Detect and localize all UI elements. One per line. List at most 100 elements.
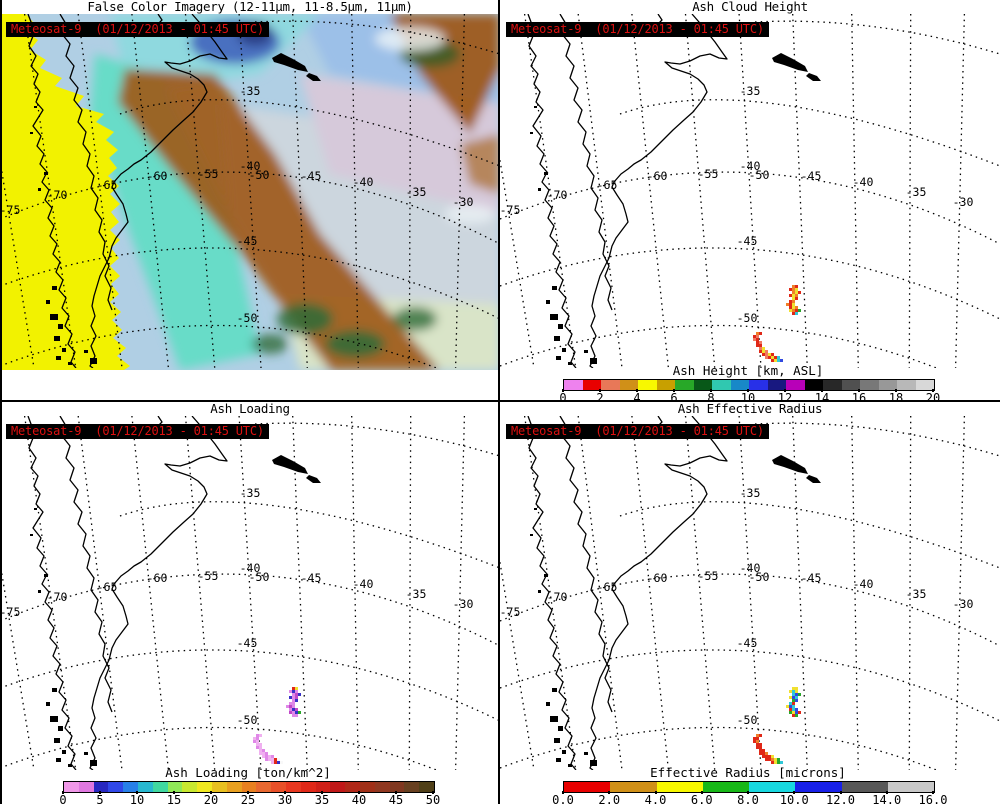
- colorbar-segment: [419, 782, 434, 792]
- colorbar-segment: [610, 782, 657, 792]
- colorbar-segment: [786, 380, 805, 390]
- ash-retrieval-pixel: [756, 341, 759, 344]
- ash-retrieval-pixel: [795, 708, 798, 711]
- ash-retrieval-pixel: [765, 755, 768, 758]
- ash-retrieval-pixel: [292, 693, 295, 696]
- ash-retrieval-pixel: [262, 755, 265, 758]
- graticule-meridian: [0, 156, 35, 368]
- graticule-meridian: [77, 416, 123, 770]
- colorbar-tick-label: 4: [633, 391, 641, 402]
- coastline: [59, 416, 113, 713]
- island: [556, 356, 561, 360]
- graticule-meridian: [184, 14, 216, 368]
- colorbar-tick-mark: [710, 389, 712, 392]
- ash-retrieval-pixel: [795, 294, 798, 297]
- ash-retrieval-pixel: [295, 699, 298, 702]
- ash-retrieval-pixel: [268, 758, 271, 761]
- graticule-parallel: [500, 649, 1000, 722]
- longitude-label: -45: [301, 169, 322, 183]
- ash-retrieval-pixel: [277, 761, 280, 764]
- coastline: [589, 14, 728, 368]
- longitude-label: -50: [249, 168, 270, 182]
- colorbar-segment: [64, 782, 79, 792]
- island: [30, 132, 33, 134]
- ash-retrieval-pixel: [292, 687, 295, 690]
- colorbar-tick-label: 8.0: [737, 793, 759, 804]
- colorbar-tick-mark: [784, 389, 786, 392]
- colorbar-segment: [564, 380, 583, 390]
- graticule-meridian: [954, 416, 966, 770]
- graticule-parallel: [119, 99, 500, 167]
- coastline: [525, 14, 577, 368]
- longitude-label: -35: [906, 185, 927, 199]
- island: [84, 752, 88, 755]
- coastline: [25, 14, 77, 368]
- ash-retrieval-pixel: [756, 734, 759, 737]
- ash-retrieval-pixel: [292, 699, 295, 702]
- ash-retrieval-pixel: [289, 708, 292, 711]
- ash-retrieval-pixel: [253, 740, 256, 743]
- colorbar-tick-mark: [885, 791, 888, 794]
- island: [30, 534, 33, 536]
- ash-retrieval-pixel: [777, 359, 780, 362]
- colorbar-tick-label: 2.0: [598, 793, 621, 804]
- island: [558, 324, 563, 329]
- graticule-meridian: [577, 416, 623, 770]
- colorbar-tick-label: 35: [314, 793, 330, 804]
- ash-retrieval-pixel: [759, 332, 762, 335]
- colorbar-tick-label: 16: [851, 391, 867, 402]
- ash-retrieval-pixel: [756, 338, 759, 341]
- ash-retrieval-pixel: [792, 297, 795, 300]
- island: [34, 508, 37, 510]
- latitude-label: -50: [737, 713, 758, 727]
- graticule-parallel: [500, 726, 939, 770]
- longitude-label: -40: [853, 577, 874, 591]
- coastline: [559, 14, 613, 311]
- colorbar-tick-mark: [62, 791, 64, 794]
- ash-retrieval-pixel: [792, 285, 795, 288]
- ash-retrieval-pixel: [792, 309, 795, 312]
- ash-retrieval-pixel: [295, 693, 298, 696]
- colorbar-label: Effective Radius [microns]: [650, 765, 846, 780]
- graticule-meridian: [792, 416, 808, 770]
- graticule-meridian: [184, 416, 216, 770]
- island: [556, 758, 561, 762]
- colorbar-segment: [226, 782, 242, 792]
- longitude-label: -30: [953, 195, 974, 209]
- colorbar-tick-mark: [173, 791, 175, 794]
- ash-retrieval-pixel: [789, 300, 792, 303]
- coastline: [589, 416, 728, 770]
- ash-retrieval-pixel: [292, 702, 295, 705]
- ash-retrieval-pixel: [789, 294, 792, 297]
- ash-retrieval-pixel: [289, 711, 292, 714]
- ash-retrieval-pixel: [774, 761, 777, 764]
- island: [46, 300, 50, 304]
- clear-sky-yellow-band: [0, 14, 130, 370]
- colorbar-tick-mark: [793, 791, 796, 794]
- ash-retrieval-pixel: [774, 359, 777, 362]
- ash-retrieval-pixel: [759, 752, 762, 755]
- ash-retrieval-pixel: [789, 705, 792, 708]
- ash-retrieval-pixel: [759, 743, 762, 746]
- ash-retrieval-pixel: [762, 755, 765, 758]
- island: [52, 688, 57, 692]
- colorbar-segment: [330, 782, 346, 792]
- colorbar-tick-label: 2: [596, 391, 604, 402]
- longitude-label: -55: [198, 167, 219, 181]
- ash-retrieval-pixel: [295, 714, 298, 717]
- colorbar-tick-label: 10.0: [779, 793, 809, 804]
- colorbar-tick-label: 45: [388, 793, 404, 804]
- ash-retrieval-pixel: [765, 356, 768, 359]
- map-ash-loading: -35 -40 -45 -50 -75 -70 -65 -60 -55 -50 -45 -40 -35 -…: [0, 416, 500, 770]
- colorbar-segment: [823, 380, 842, 390]
- island: [50, 716, 58, 722]
- colorbar-tick-mark: [654, 791, 657, 794]
- ash-retrieval-pixel: [798, 711, 801, 714]
- satellite-timestamp-annotation: Meteosat-9 (01/12/2013 - 01:45 UTC): [6, 22, 269, 37]
- colorbar-segment: [887, 782, 934, 792]
- colorbar-segment: [345, 782, 360, 792]
- island: [58, 324, 63, 329]
- map-overlay: -35 -40 -45 -50 -75 -70 -65 -60 -55 -50 -45 -40 -35 -…: [0, 14, 500, 368]
- colorbar-segment: [300, 782, 316, 792]
- island: [552, 688, 557, 692]
